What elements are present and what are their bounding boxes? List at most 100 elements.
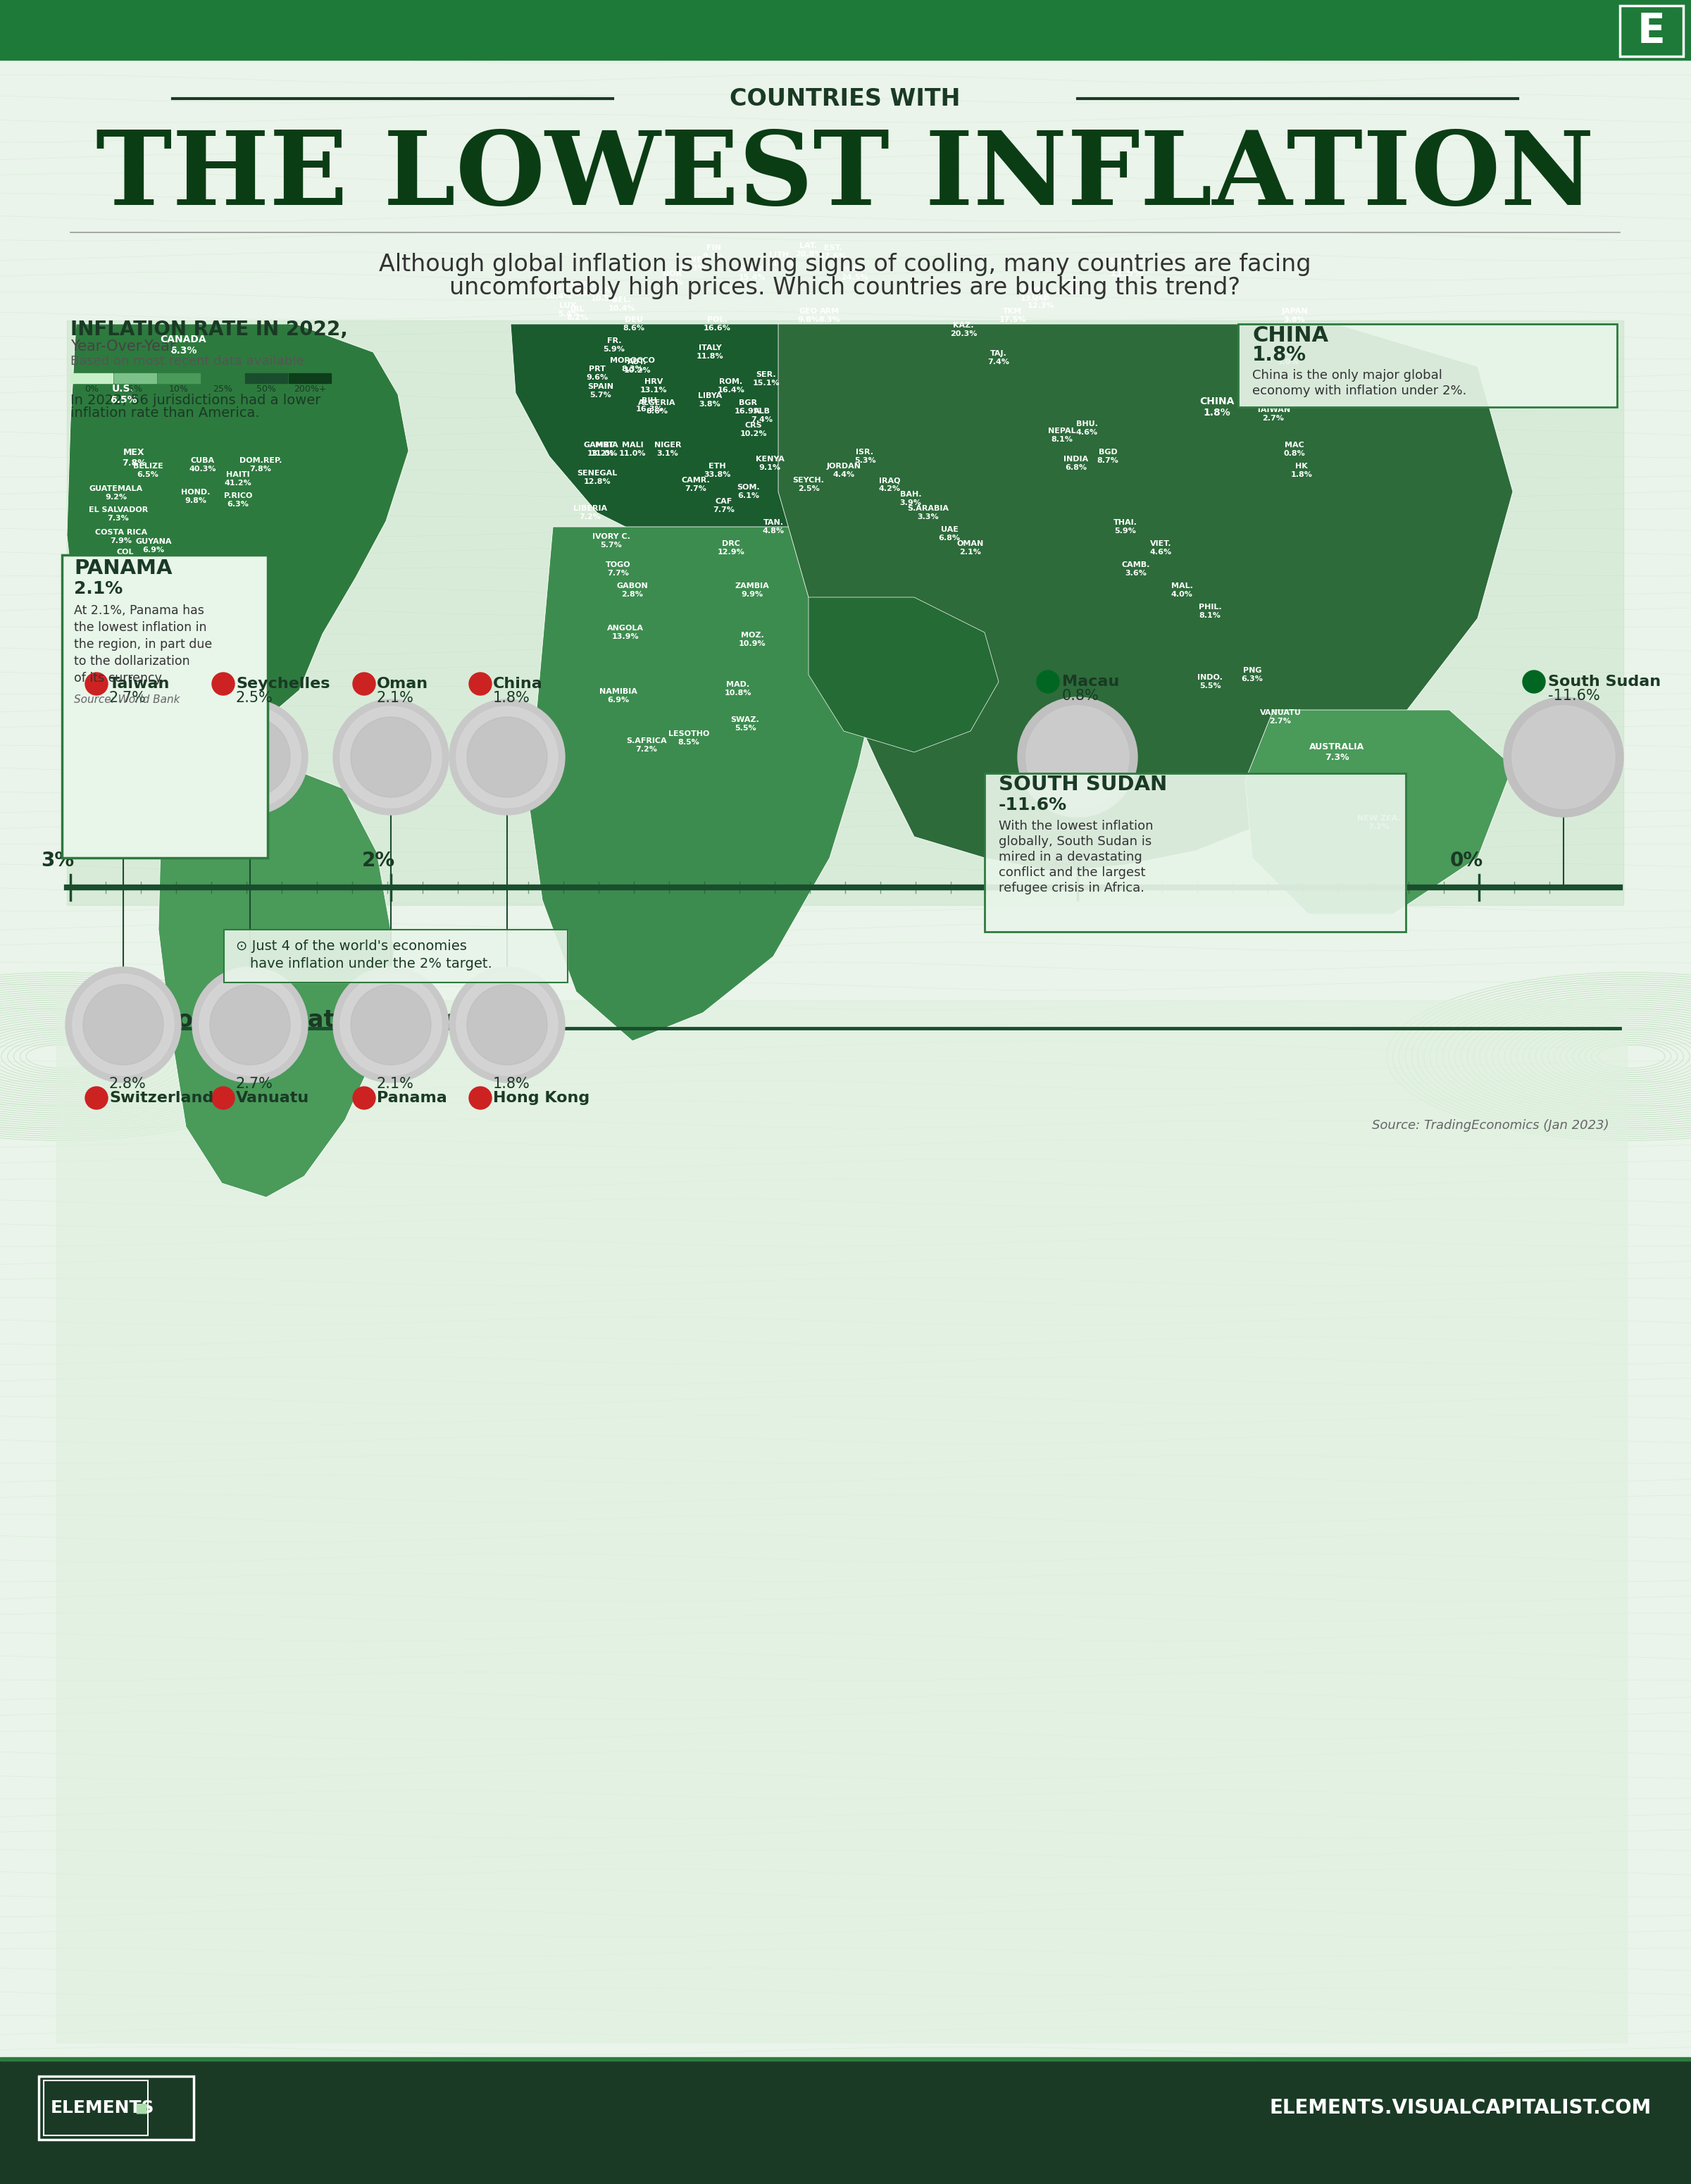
Text: SOM.
6.1%: SOM. 6.1% (737, 485, 761, 500)
Text: TAN.
4.8%: TAN. 4.8% (763, 520, 785, 535)
Text: SEYCH.
2.5%: SEYCH. 2.5% (793, 476, 824, 491)
Text: U.S.
6.5%: U.S. 6.5% (110, 384, 137, 406)
Bar (984, 773, 1405, 933)
Text: inflation rate than America.: inflation rate than America. (71, 406, 260, 419)
Text: South Sudan: South Sudan (1547, 675, 1661, 688)
Text: E: E (1637, 11, 1666, 50)
Text: MOZ.
10.9%: MOZ. 10.9% (739, 631, 766, 646)
Circle shape (340, 705, 441, 808)
Text: CAF
7.7%: CAF 7.7% (714, 498, 736, 513)
Text: ARM
8.3%: ARM 8.3% (818, 308, 840, 323)
Polygon shape (1245, 710, 1513, 915)
Text: THAI.
5.9%: THAI. 5.9% (1114, 520, 1138, 535)
Text: BGD
8.7%: BGD 8.7% (1097, 448, 1119, 465)
Circle shape (340, 974, 441, 1075)
Text: KGZ
14.7%: KGZ 14.7% (1055, 280, 1082, 295)
Text: 25%: 25% (213, 384, 232, 393)
Circle shape (1026, 705, 1130, 808)
Text: Taiwan: Taiwan (110, 677, 171, 690)
Bar (0, 2060, 1691, 2184)
Bar (44, 2081, 147, 2136)
Polygon shape (68, 323, 409, 760)
Text: GEO
9.8%: GEO 9.8% (798, 308, 820, 323)
Circle shape (1522, 670, 1546, 692)
Text: BGR
16.9%: BGR 16.9% (734, 400, 761, 415)
Text: NETH.
10.4%: NETH. 10.4% (545, 284, 572, 299)
Text: PERU
8.5%: PERU 8.5% (140, 633, 162, 649)
Circle shape (353, 673, 375, 695)
Text: 0%: 0% (85, 384, 98, 393)
Text: DEU
8.6%: DEU 8.6% (622, 317, 644, 332)
Text: 2.7%: 2.7% (110, 690, 147, 705)
Text: ISR.
5.3%: ISR. 5.3% (854, 448, 876, 465)
Circle shape (200, 705, 301, 808)
Text: BHU.
4.6%: BHU. 4.6% (1075, 422, 1097, 437)
Text: Top 10 Lowest Inflation Rates: Top 10 Lowest Inflation Rates (68, 1009, 460, 1031)
Text: SWITZ.
2.8%: SWITZ. 2.8% (568, 282, 600, 297)
Text: Source: TradingEconomics (Jan 2023): Source: TradingEconomics (Jan 2023) (1371, 1118, 1610, 1131)
Text: economy with inflation under 2%.: economy with inflation under 2%. (1253, 384, 1466, 397)
Circle shape (1512, 705, 1615, 808)
Bar (1617, 4, 1688, 59)
Text: DOM.REP.
7.8%: DOM.REP. 7.8% (240, 456, 282, 472)
Text: ROM.
16.4%: ROM. 16.4% (717, 378, 744, 393)
Text: 3%: 3% (41, 852, 74, 871)
Circle shape (211, 673, 235, 695)
Text: COL
13.1%: COL 13.1% (112, 548, 139, 563)
Circle shape (467, 716, 548, 797)
Text: HRV
13.1%: HRV 13.1% (639, 378, 668, 393)
Text: Oman: Oman (377, 677, 428, 690)
Text: ECU
3.6%: ECU 3.6% (137, 583, 159, 598)
Text: PANAMA
2.1%: PANAMA 2.1% (95, 570, 132, 585)
Text: MAD.
10.8%: MAD. 10.8% (724, 681, 752, 697)
Text: PANAMA: PANAMA (74, 559, 172, 579)
Text: JAPAN
3.8%: JAPAN 3.8% (1282, 308, 1307, 323)
Text: 2.1%: 2.1% (74, 581, 123, 596)
Text: 1.8%: 1.8% (494, 690, 531, 705)
Text: China is the only major global: China is the only major global (1253, 369, 1442, 382)
Text: GUATEMALA
9.2%: GUATEMALA 9.2% (90, 485, 144, 500)
Text: DRC
12.9%: DRC 12.9% (717, 539, 744, 555)
Text: HAITI
41.2%: HAITI 41.2% (225, 472, 252, 487)
Text: EL SALVADOR
7.3%: EL SALVADOR 7.3% (88, 507, 149, 522)
Text: URUGUAY
8.3%: URUGUAY 8.3% (223, 738, 265, 753)
Bar (63, 555, 267, 858)
Text: GAMBIA
13.2%: GAMBIA 13.2% (583, 441, 619, 456)
Text: JORDAN
4.4%: JORDAN 4.4% (827, 463, 861, 478)
Text: KAZ.
20.3%: KAZ. 20.3% (950, 321, 977, 336)
Text: 2.5%: 2.5% (237, 690, 274, 705)
Text: CHILE
12.8%: CHILE 12.8% (166, 773, 193, 788)
Text: to the dollarization: to the dollarization (74, 655, 189, 668)
Text: NOR
5.9%: NOR 5.9% (661, 271, 683, 286)
Text: POL.
16.6%: POL. 16.6% (703, 317, 731, 332)
Text: GUYANA
6.9%: GUYANA 6.9% (135, 537, 172, 553)
Text: CHINA
1.8%: CHINA 1.8% (1199, 395, 1234, 417)
Circle shape (193, 699, 308, 815)
Text: SPAIN
5.7%: SPAIN 5.7% (588, 382, 614, 400)
Text: ELEMENTS: ELEMENTS (51, 2099, 154, 2116)
Text: ELEMENTS.VISUALCAPITALIST.COM: ELEMENTS.VISUALCAPITALIST.COM (1270, 2099, 1652, 2118)
Text: CHINA: CHINA (1253, 325, 1329, 345)
Text: UAE
6.8%: UAE 6.8% (939, 526, 960, 542)
Text: CAMR.
7.7%: CAMR. 7.7% (681, 476, 710, 491)
Bar (0, 0, 1691, 59)
Text: INFLATION RATE IN 2022,: INFLATION RATE IN 2022, (71, 319, 348, 339)
Circle shape (83, 716, 164, 797)
Text: -11.6%: -11.6% (1547, 688, 1600, 703)
Bar (63, 555, 267, 858)
Circle shape (73, 974, 174, 1075)
Text: UK
10.5%: UK 10.5% (590, 286, 617, 301)
Circle shape (1018, 697, 1138, 817)
Text: AUSTRALIA
7.3%: AUSTRALIA 7.3% (1309, 743, 1365, 762)
Text: Source: World Bank: Source: World Bank (74, 695, 179, 705)
Circle shape (333, 968, 448, 1083)
Circle shape (450, 699, 565, 815)
Text: 2.1%: 2.1% (377, 690, 414, 705)
Polygon shape (808, 596, 999, 751)
Text: At 2.1%, Panama has: At 2.1%, Panama has (74, 605, 205, 616)
Text: Panama: Panama (377, 1092, 446, 1105)
Text: CRS
10.2%: CRS 10.2% (741, 422, 768, 437)
Text: KENYA
9.1%: KENYA 9.1% (756, 456, 785, 472)
Bar (984, 773, 1405, 933)
Text: SWE
12.3%: SWE 12.3% (678, 256, 705, 271)
